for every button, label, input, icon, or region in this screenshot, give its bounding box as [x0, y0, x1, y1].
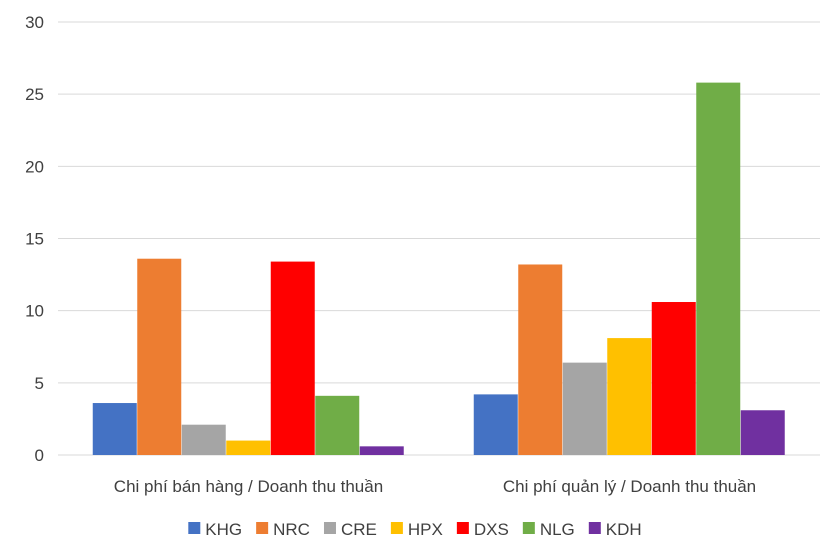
y-tick-label: 30: [25, 13, 44, 32]
y-axis-tick-labels: 0 5 10 15 20 25 30: [25, 13, 44, 465]
x-axis-category-labels: Chi phí bán hàng / Doanh thu thuần Chi ph…: [114, 477, 756, 496]
bar-hpx-1: [226, 440, 271, 455]
bar-nlg-1: [315, 395, 360, 455]
legend-item-hpx: HPX: [390, 520, 443, 539]
legend-label: NRC: [273, 520, 310, 539]
bar-hpx-2: [607, 338, 652, 455]
legend-label: KHG: [205, 520, 242, 539]
bar-khg-2: [473, 394, 518, 455]
legend-swatch: [456, 522, 469, 534]
y-tick-label: 5: [35, 374, 44, 393]
bar-khg-1: [92, 403, 137, 455]
bar-nlg-2: [696, 82, 741, 456]
legend-swatch: [323, 522, 336, 534]
legend-swatch: [188, 522, 201, 534]
legend-item-nlg: NLG: [522, 520, 575, 539]
legend-item-kdh: KDH: [588, 520, 642, 539]
bar-nrc-1: [137, 258, 182, 455]
y-tick-label: 25: [25, 85, 44, 104]
legend-item-cre: CRE: [323, 520, 377, 539]
legend-swatch: [390, 522, 403, 534]
bars: [92, 82, 785, 456]
legend-item-dxs: DXS: [456, 520, 509, 539]
bar-kdh-2: [740, 410, 785, 455]
bar-kdh-1: [359, 446, 404, 455]
bar-nrc-2: [518, 264, 563, 455]
bar-cre-1: [181, 424, 226, 455]
legend-swatch: [256, 522, 269, 534]
legend: KHG NRC CRE HPX DXS NLG KDH: [188, 520, 642, 539]
y-tick-label: 15: [25, 230, 44, 249]
x-category-label: Chi phí quản lý / Doanh thu thuần: [503, 477, 756, 496]
y-tick-label: 0: [35, 446, 44, 465]
legend-swatch: [588, 522, 601, 534]
y-tick-label: 20: [25, 157, 44, 176]
legend-item-nrc: NRC: [256, 520, 310, 539]
bar-dxs-2: [651, 302, 696, 455]
legend-label: NLG: [540, 520, 575, 539]
legend-label: CRE: [341, 520, 377, 539]
legend-label: DXS: [474, 520, 509, 539]
gridlines: [58, 21, 820, 456]
legend-swatch: [522, 522, 535, 534]
x-category-label: Chi phí bán hàng / Doanh thu thuần: [114, 477, 383, 496]
legend-label: KDH: [606, 520, 642, 539]
legend-item-khg: KHG: [188, 520, 242, 539]
legend-label: HPX: [408, 520, 443, 539]
y-tick-label: 10: [25, 302, 44, 321]
bar-dxs-1: [270, 261, 315, 455]
bar-cre-2: [562, 362, 607, 455]
